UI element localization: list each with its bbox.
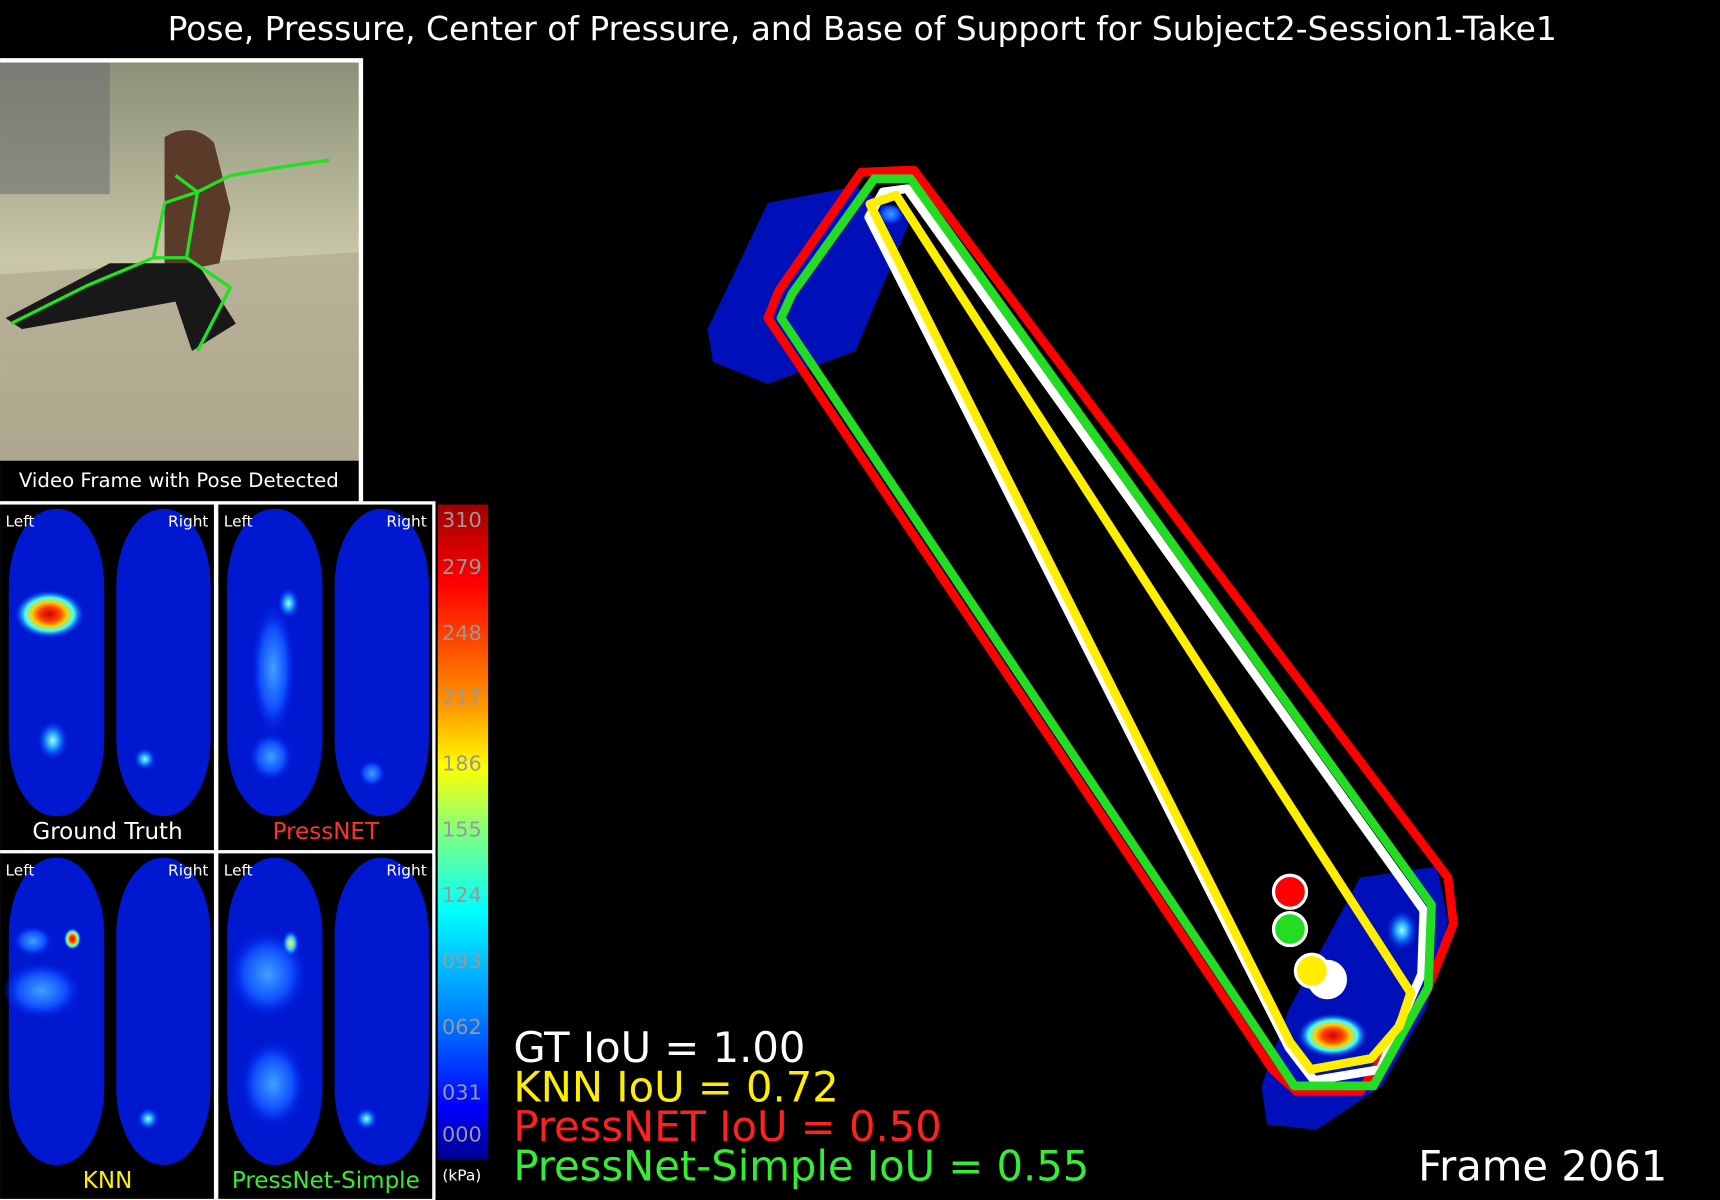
pressure-spot	[1386, 910, 1418, 950]
pose-skeleton	[10, 158, 330, 352]
caption-bg	[0, 460, 359, 502]
colorbar-tick: 217	[442, 686, 482, 710]
pressure-spot	[63, 927, 82, 950]
colorbar-tick: 062	[442, 1015, 482, 1039]
pressure-spot	[13, 925, 53, 957]
pressure-map: Left Right PressNet-Simple	[218, 853, 433, 1199]
colorbar-tick: 124	[442, 883, 482, 907]
iou-entry: PressNET IoU = 0.50	[513, 1102, 941, 1151]
pose-leg	[10, 256, 155, 326]
bos-knn	[865, 190, 1416, 1074]
pressure-spot	[133, 748, 156, 771]
left-label: Left	[6, 513, 35, 531]
video-caption: Video Frame with Pose Detected	[19, 469, 339, 492]
pressure-spot	[355, 1107, 378, 1130]
right-label: Right	[386, 513, 426, 531]
bos-pressnet	[763, 165, 1458, 1096]
colorbar-tick: 279	[442, 555, 482, 579]
colorbar-tick: 093	[442, 949, 482, 973]
pressure-spot	[251, 603, 296, 735]
cop-pressnet-simple	[1271, 910, 1309, 948]
cop-knn	[1293, 952, 1331, 989]
right-label: Right	[386, 861, 426, 879]
pressure-spot	[14, 590, 85, 639]
right-label: Right	[168, 513, 208, 531]
right-insole	[334, 857, 429, 1165]
right-insole	[334, 508, 429, 817]
colorbar-tick: 031	[442, 1081, 482, 1105]
pressure-spot	[249, 732, 293, 781]
left-label: Left	[6, 861, 35, 879]
cop-pressnet	[1271, 873, 1309, 910]
pressure-spot	[877, 202, 904, 225]
pose-leg	[185, 256, 233, 352]
panel-name: PressNET	[273, 819, 380, 845]
iou-entry: GT IoU = 1.00	[513, 1023, 805, 1072]
panel-name: PressNet-Simple	[232, 1168, 420, 1194]
foot-pressure	[707, 186, 911, 384]
right-label: Right	[168, 861, 208, 879]
right-insole	[116, 508, 211, 817]
left-insole	[8, 508, 105, 817]
colorbar-tick: 000	[442, 1122, 482, 1146]
left-label: Left	[224, 513, 253, 531]
pressure-map: Left Right KNN	[0, 853, 214, 1199]
panel-name: Ground Truth	[32, 819, 182, 845]
title: Pose, Pressure, Center of Pressure, and …	[168, 9, 1557, 48]
video-legs	[5, 263, 236, 352]
pressure-map: Left Right PressNET	[218, 504, 433, 851]
colorbar-tick: 310	[442, 508, 482, 532]
iou-entry: KNN IoU = 0.72	[513, 1062, 838, 1111]
panel-name: KNN	[83, 1168, 133, 1194]
colorbar-unit: (kPa)	[442, 1166, 481, 1184]
left-label: Left	[224, 861, 253, 879]
right-insole	[116, 857, 211, 1165]
pressure-spot	[1297, 1013, 1368, 1058]
pressure-spot	[37, 720, 69, 761]
iou-entry: PressNet-Simple IoU = 0.55	[513, 1141, 1089, 1190]
video-wall	[0, 62, 110, 195]
bos-pressnet-simple	[776, 174, 1436, 1091]
pressure-spot	[240, 1039, 307, 1128]
frame-number: Frame 2061	[1418, 1141, 1667, 1190]
pose-arm	[174, 158, 330, 194]
pressure-map: Left Right Ground Truth	[0, 504, 214, 851]
colorbar-tick: 186	[442, 752, 482, 776]
colorbar-tick: 155	[442, 817, 482, 841]
pressure-spot	[358, 760, 386, 787]
colorbar-ticks: 310 279 248 217 186 155 124 093 062 031 000	[442, 508, 482, 1146]
colorbar-tick: 248	[442, 621, 482, 645]
pressure-spot	[2, 961, 82, 1020]
pressure-spot	[137, 1107, 160, 1130]
colorbar	[437, 504, 489, 1160]
video-person	[164, 130, 231, 275]
pressure-spot	[281, 930, 300, 957]
